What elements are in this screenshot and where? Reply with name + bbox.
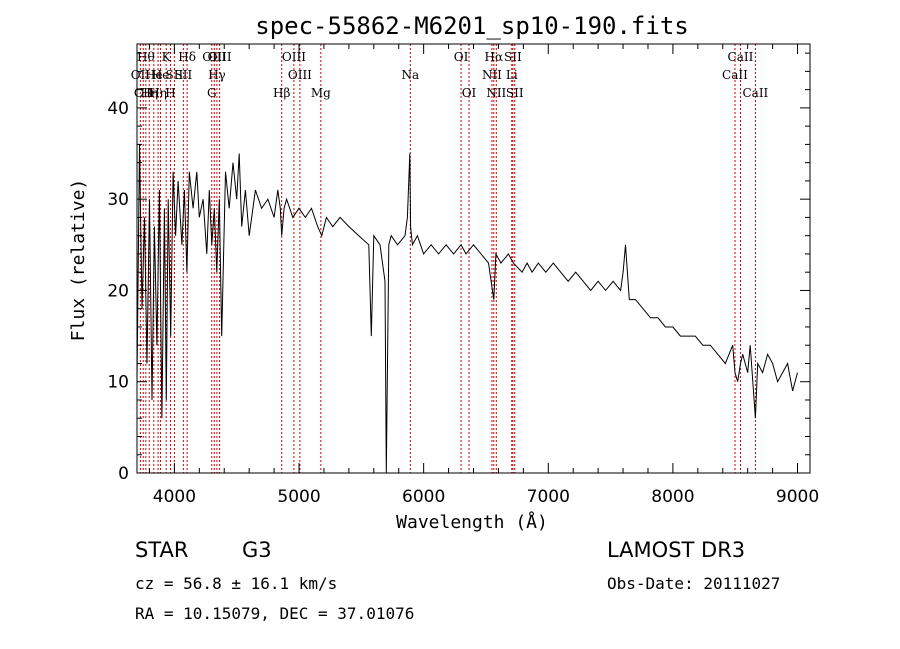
line-label: He [152,68,170,82]
chart-title: spec-55862-M6201_sp10-190.fits [255,12,688,40]
line-label: Hγ [208,68,226,82]
line-label: Mg [311,86,331,100]
line-label: OIII [282,50,306,64]
line-label: SII [175,68,193,82]
line-label: NII [482,68,502,82]
redshift-info: cz = 56.8 ± 16.1 km/s [135,574,338,593]
line-label: OI [462,86,477,100]
line-label: H [165,86,175,100]
y-tick-label: 0 [118,464,129,484]
line-label: He [145,68,163,82]
line-label: Hα [485,50,504,64]
coordinates: RA = 10.15079, DEC = 37.01076 [135,604,415,623]
line-label: Hη [149,86,167,100]
line-label: CaII [722,68,748,82]
line-label: OIII [202,50,226,64]
observation-date: Obs-Date: 20111027 [607,574,781,593]
y-tick-label: 40 [107,99,129,119]
survey-name: LAMOST DR3 [607,538,746,562]
line-label: OI [454,50,469,64]
line-label: Hη [140,86,158,100]
line-label: CaII [742,86,768,100]
line-label: K [162,50,172,64]
spectral-line-labels: OIICIIHθHηHeHηHeKHSIISIIHδGOIIIHγOIIIHβO… [131,50,769,100]
line-label: SII [504,50,522,64]
line-label: Hθ [137,50,155,64]
line-label: NII [486,86,506,100]
line-label: OII [131,68,151,82]
x-tick-label: 9000 [776,487,819,507]
line-label: Hβ [273,86,290,100]
line-label: Li [506,68,518,82]
line-label: SII [506,86,524,100]
line-label: Hδ [178,50,196,64]
y-axis-ticks: 0 10 20 30 40 [107,52,810,484]
line-label: Na [401,68,419,82]
y-tick-label: 20 [107,281,129,301]
x-tick-label: 6000 [402,487,445,507]
y-axis-title: Flux (relative) [68,179,89,342]
x-tick-label: 4000 [153,487,196,507]
x-tick-label: 8000 [651,487,694,507]
spectrum-line [136,144,798,474]
y-tick-label: 30 [107,190,129,210]
x-axis-ticks: 4000 5000 6000 7000 8000 9000 [148,44,819,507]
object-subclass: G3 [242,538,272,562]
x-tick-label: 7000 [527,487,570,507]
plot-frame [136,43,811,474]
line-label: OIII [288,68,312,82]
x-axis-title: Wavelength (Å) [396,511,548,533]
line-label: CaII [728,50,754,64]
x-tick-label: 5000 [277,487,320,507]
y-tick-label: 10 [107,373,129,393]
spectral-line-markers [139,44,756,473]
line-label: G [207,86,217,100]
object-class: STAR [135,538,189,562]
line-label: SII [166,68,184,82]
line-label: OIII [208,50,232,64]
